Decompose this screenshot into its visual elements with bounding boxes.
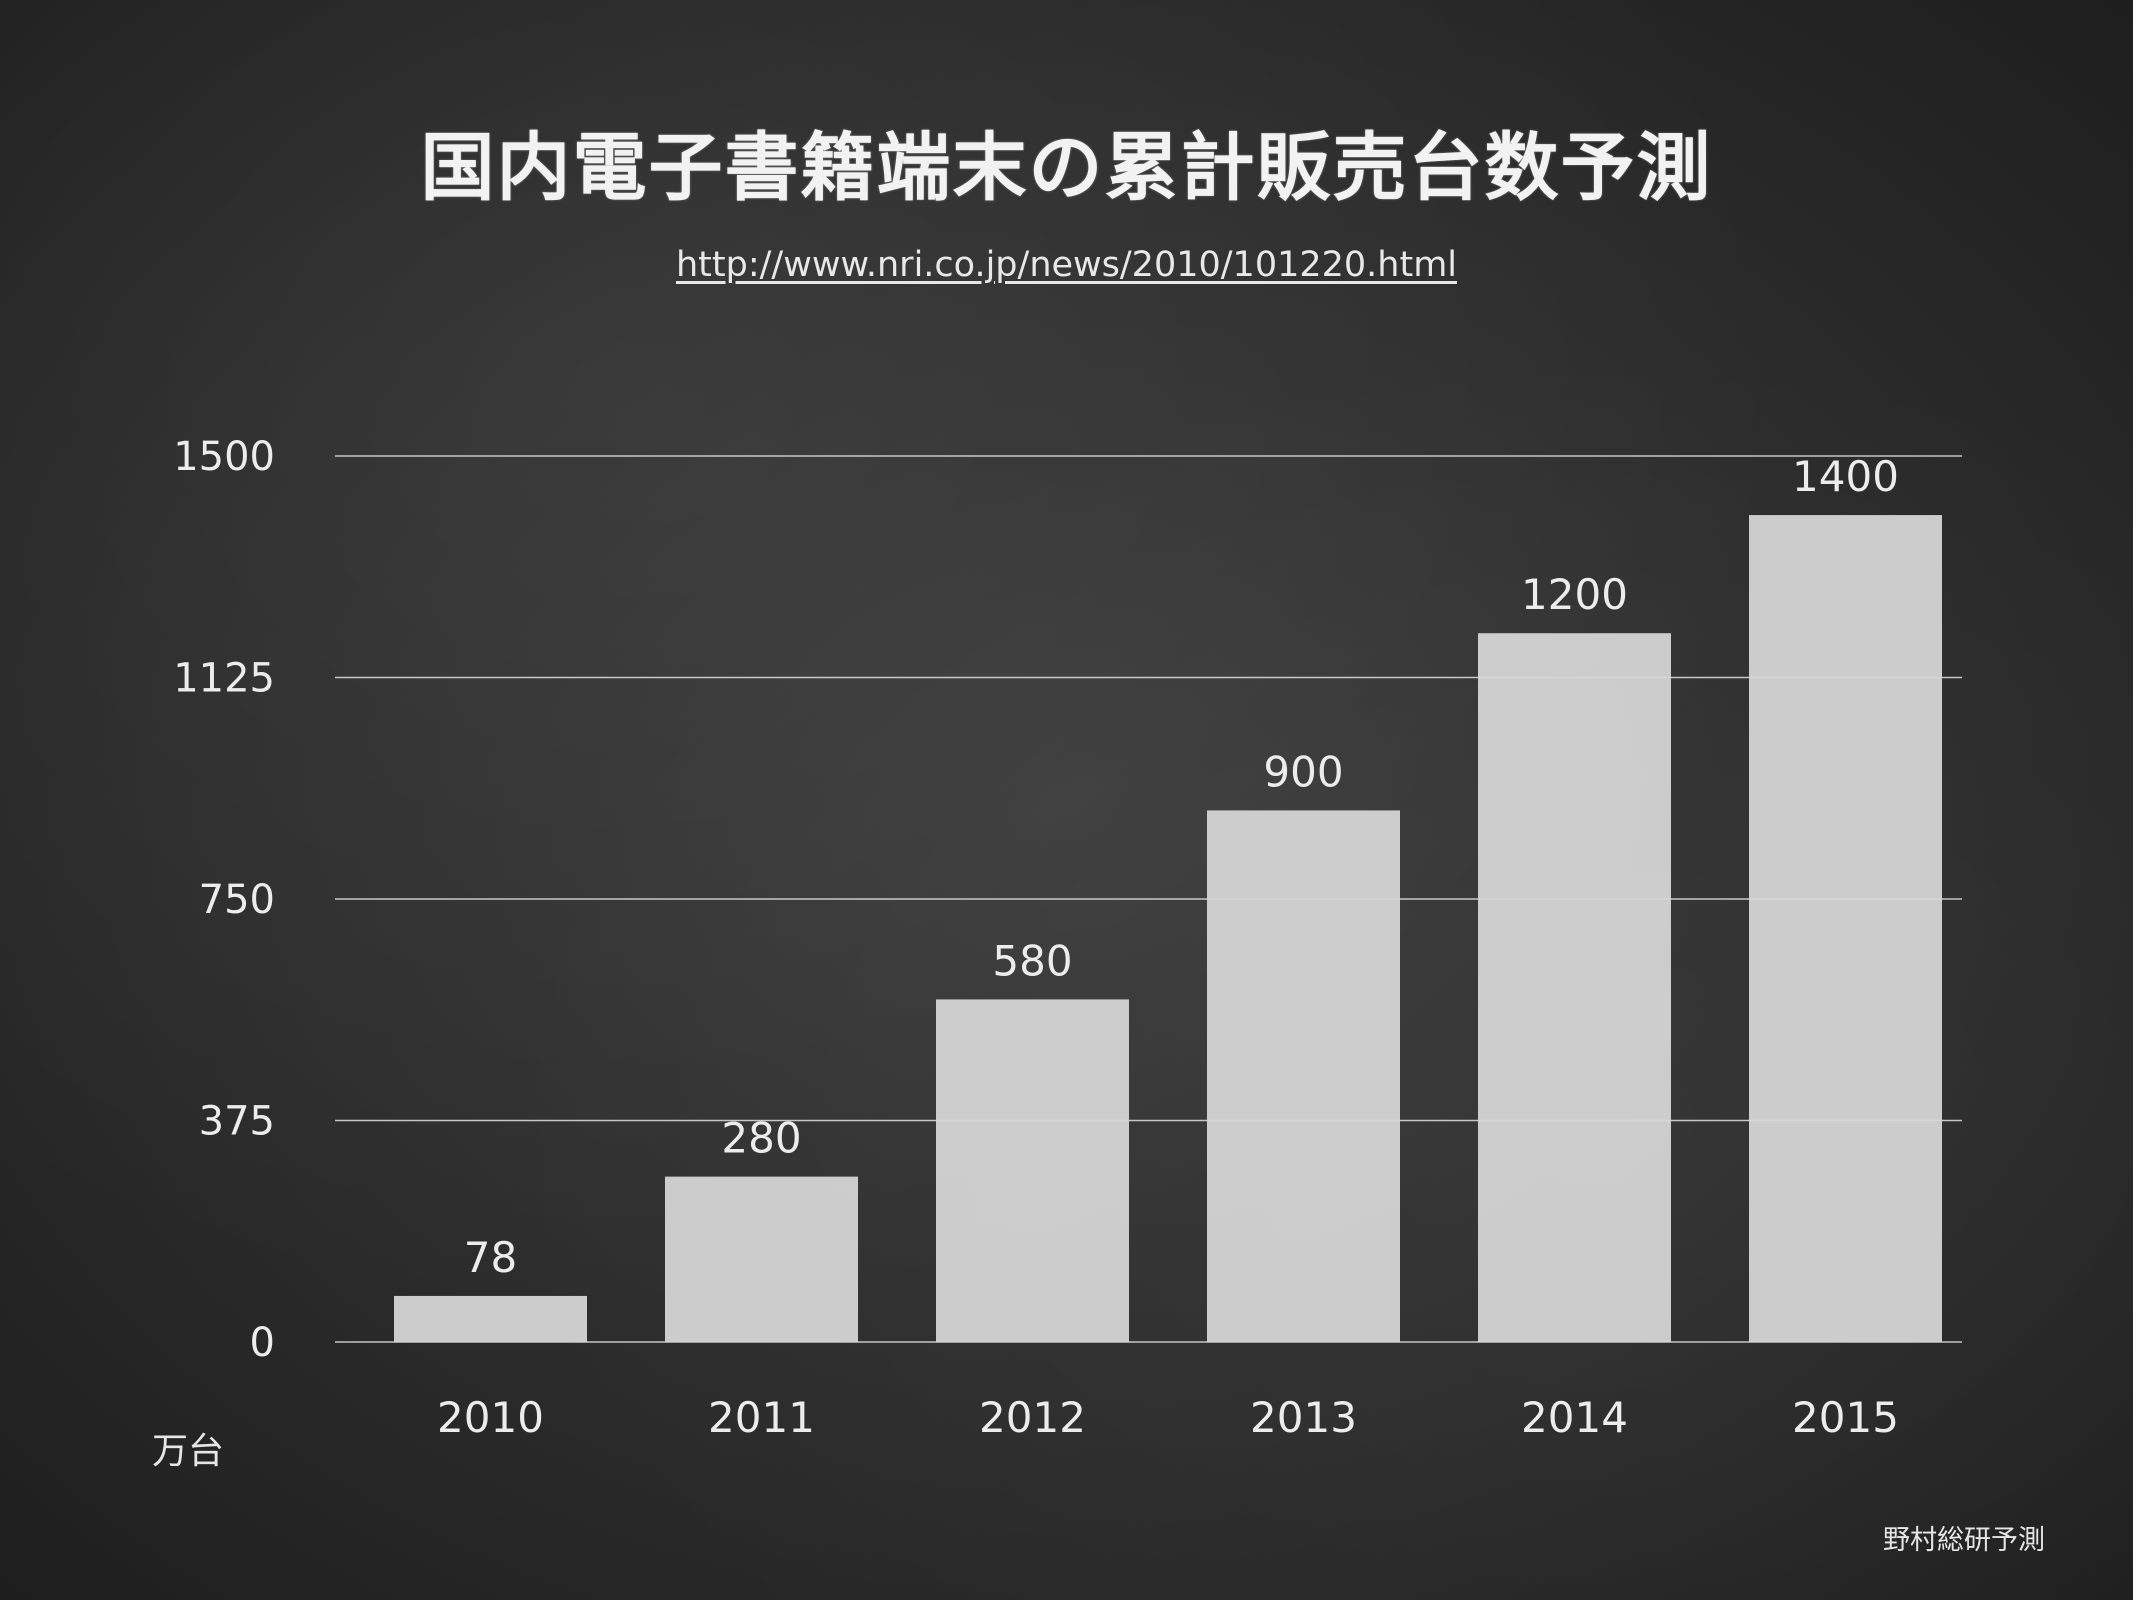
y-tick-label: 0 [250, 1320, 275, 1366]
chart-title: 国内電子書籍端末の累計販売台数予測 [420, 125, 1713, 211]
bar-2013 [1207, 810, 1400, 1342]
y-tick-label: 375 [199, 1099, 275, 1145]
bar-2010 [394, 1295, 587, 1342]
y-tick-label: 1500 [173, 434, 275, 480]
y-tick-label: 750 [199, 877, 275, 923]
x-tick-label-2014: 2014 [1521, 1393, 1628, 1442]
x-tick-label-2010: 2010 [437, 1393, 544, 1442]
data-label-2011: 280 [721, 1114, 801, 1163]
bar-2015 [1749, 515, 1942, 1342]
bar-2014 [1478, 633, 1671, 1342]
forecast-credit: 野村総研予測 [1883, 1525, 2045, 1556]
data-label-2014: 1200 [1521, 570, 1628, 619]
data-label-2012: 580 [992, 936, 1072, 985]
x-tick-label-2012: 2012 [979, 1393, 1086, 1442]
data-label-2015: 1400 [1792, 452, 1899, 501]
source-link[interactable]: http://www.nri.co.jp/news/2010/101220.ht… [675, 245, 1458, 285]
data-label-2010: 78 [464, 1233, 517, 1282]
y-tick-label: 1125 [173, 656, 275, 702]
bar-2011 [665, 1176, 858, 1342]
data-label-2013: 900 [1263, 747, 1343, 796]
x-tick-label-2013: 2013 [1250, 1393, 1357, 1442]
bar-2012 [936, 999, 1129, 1342]
x-tick-label-2015: 2015 [1792, 1393, 1899, 1442]
x-tick-label-2011: 2011 [708, 1393, 815, 1442]
y-axis-unit-label: 万台 [152, 1431, 225, 1472]
